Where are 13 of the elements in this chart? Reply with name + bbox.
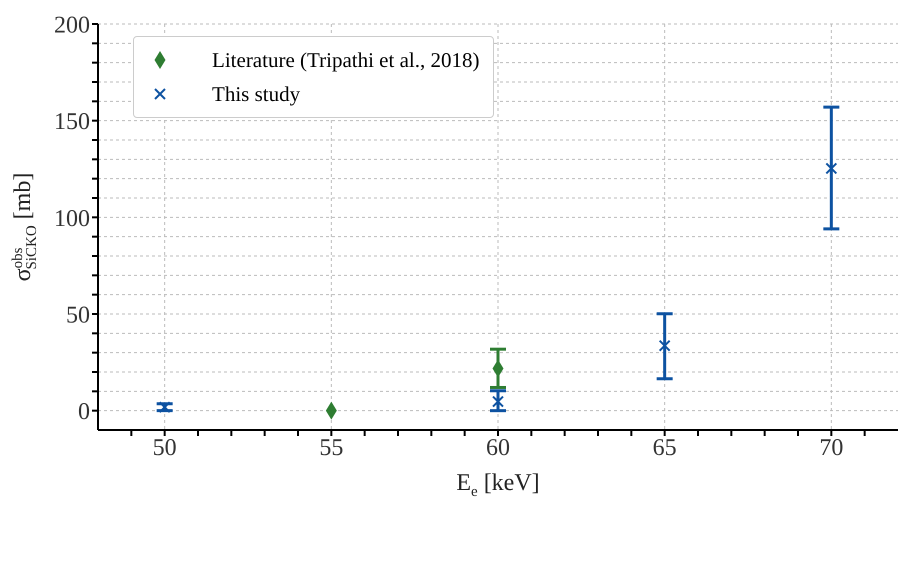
y-tick-label: 100 bbox=[54, 206, 90, 232]
x-tick-label: 50 bbox=[152, 435, 177, 462]
x-axis-title: E$_{e}$ [keV] bbox=[456, 470, 540, 500]
y-tick-label: 200 bbox=[54, 12, 90, 39]
x-tick-label: 60 bbox=[486, 435, 510, 462]
y-tick-label: 150 bbox=[54, 109, 90, 136]
x-tick-label: 70 bbox=[819, 435, 844, 462]
y-tick-label: 0 bbox=[78, 399, 90, 426]
x-tick-label: 65 bbox=[652, 435, 677, 462]
y-tick-label: 50 bbox=[66, 302, 90, 329]
x-tick-label: 55 bbox=[319, 435, 344, 462]
legend-label: This study bbox=[212, 82, 300, 106]
legend-label: Literature (Tripathi et al., 2018) bbox=[212, 48, 480, 72]
